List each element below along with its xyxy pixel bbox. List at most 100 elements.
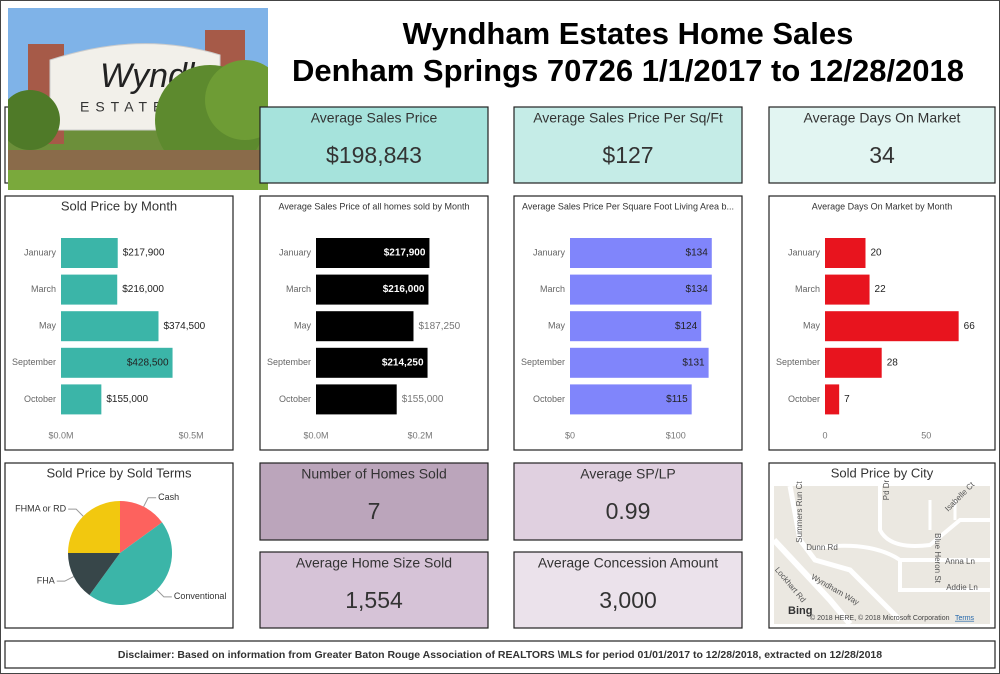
x-tick-label: $0.5M bbox=[179, 430, 204, 440]
data-label: $155,000 bbox=[106, 394, 148, 405]
bar bbox=[570, 384, 692, 415]
map-title: Sold Price by City bbox=[831, 465, 934, 480]
kpi-card bbox=[513, 106, 743, 184]
bar bbox=[316, 311, 414, 342]
kpi-label: Number of Homes Sold bbox=[301, 466, 447, 482]
y-tick-label: January bbox=[24, 247, 57, 257]
x-tick-label: $0.0M bbox=[48, 430, 73, 440]
map-terms: Terms bbox=[955, 615, 975, 622]
leader-line bbox=[68, 508, 84, 517]
data-label: 22 bbox=[875, 284, 887, 295]
pie-slice bbox=[68, 501, 120, 553]
x-tick-label: $0.2M bbox=[408, 430, 433, 440]
bar bbox=[316, 347, 428, 378]
map-attribution: © 2018 HERE, © 2018 Microsoft Corporatio… bbox=[810, 614, 950, 622]
kpi-card bbox=[259, 462, 489, 541]
leader-line bbox=[143, 497, 157, 507]
kpi-card bbox=[513, 462, 743, 541]
data-label: $428,500 bbox=[127, 357, 169, 368]
kpi-value: $127 bbox=[602, 142, 653, 168]
y-tick-label: January bbox=[279, 247, 312, 257]
x-tick-label: $100 bbox=[666, 430, 686, 440]
y-tick-label: March bbox=[795, 284, 820, 294]
bar bbox=[570, 274, 712, 305]
y-tick-label: May bbox=[548, 321, 566, 331]
data-label: 28 bbox=[887, 357, 899, 368]
kpi-value: 1,554 bbox=[345, 587, 403, 613]
kpi-card bbox=[768, 106, 996, 184]
disclaimer: Disclaimer: Based on information from Gr… bbox=[118, 649, 882, 661]
kpi-label: Average Sales Price bbox=[311, 110, 438, 126]
bar bbox=[61, 274, 118, 305]
pie-slice bbox=[89, 522, 172, 605]
kpi-value: 34 bbox=[869, 142, 895, 168]
sign-subtext: ESTATES bbox=[80, 99, 184, 115]
y-tick-label: January bbox=[788, 247, 821, 257]
kpi-label: Average SP/LP bbox=[580, 466, 675, 482]
x-tick-label: 50 bbox=[921, 430, 931, 440]
data-label: $134 bbox=[686, 248, 709, 259]
data-label: $374,500 bbox=[163, 321, 205, 332]
bar bbox=[316, 274, 429, 305]
bar bbox=[825, 384, 840, 415]
y-tick-label: October bbox=[533, 394, 565, 404]
data-label: 66 bbox=[964, 321, 976, 332]
bar bbox=[61, 384, 102, 415]
photo: Wyndham ESTATES bbox=[8, 8, 268, 190]
title-line-1: Wyndham Estates Home Sales bbox=[403, 16, 854, 51]
map-label: Pd Dr bbox=[882, 479, 891, 500]
legend-label: Cash bbox=[158, 492, 179, 502]
data-label: 20 bbox=[871, 248, 883, 259]
data-label: $214,250 bbox=[382, 357, 424, 368]
map-label: Summers Run Ct bbox=[795, 481, 804, 543]
kpi-label: Average Concession Amount bbox=[538, 555, 718, 571]
kpi-card bbox=[259, 106, 489, 184]
map-label: Blue Heron St bbox=[933, 533, 942, 584]
bar bbox=[825, 311, 959, 342]
data-label: $124 bbox=[675, 321, 698, 332]
bar bbox=[570, 238, 712, 268]
bar bbox=[316, 384, 397, 415]
pie-slice bbox=[68, 553, 120, 596]
y-tick-label: March bbox=[540, 284, 565, 294]
title-line-2: Denham Springs 70726 1/1/2017 to 12/28/2… bbox=[292, 53, 964, 88]
y-tick-label: September bbox=[521, 357, 565, 367]
map-label: Dunn Rd bbox=[806, 543, 838, 552]
bar bbox=[61, 311, 159, 342]
y-tick-label: September bbox=[12, 357, 56, 367]
data-label: $131 bbox=[682, 357, 705, 368]
data-label: 7 bbox=[844, 394, 850, 405]
map-label: Addie Ln bbox=[946, 583, 978, 592]
bar bbox=[61, 238, 118, 268]
map-panel bbox=[768, 462, 996, 629]
data-label: $217,900 bbox=[384, 248, 426, 259]
bar bbox=[570, 347, 709, 378]
x-tick-label: 0 bbox=[822, 430, 827, 440]
y-tick-label: March bbox=[31, 284, 56, 294]
disclaimer-box bbox=[4, 640, 996, 669]
chart-title: Average Sales Price Per Square Foot Livi… bbox=[522, 201, 734, 211]
y-tick-label: March bbox=[286, 284, 311, 294]
leader-line bbox=[56, 576, 74, 582]
y-tick-label: January bbox=[533, 247, 566, 257]
chart-title: Sold Price by Sold Terms bbox=[47, 465, 192, 480]
kpi-card bbox=[513, 551, 743, 629]
x-tick-label: $0.0M bbox=[303, 430, 328, 440]
kpi-label: Average Days On Market bbox=[804, 110, 961, 126]
kpi-card bbox=[259, 551, 489, 629]
kpi-label: Average Sales Price Per Sq/Ft bbox=[533, 110, 723, 126]
y-tick-label: September bbox=[776, 357, 820, 367]
kpi-value: $198,843 bbox=[326, 142, 422, 168]
kpi-label: Average Home Size Sold bbox=[296, 555, 452, 571]
y-tick-label: October bbox=[24, 394, 56, 404]
map-logo: Bing bbox=[788, 605, 812, 617]
y-tick-label: May bbox=[803, 321, 821, 331]
bar bbox=[570, 311, 702, 342]
y-tick-label: October bbox=[788, 394, 820, 404]
kpi-value: 3,000 bbox=[599, 587, 657, 613]
data-label: $155,000 bbox=[402, 394, 444, 405]
data-label: $216,000 bbox=[122, 284, 164, 295]
y-tick-label: October bbox=[279, 394, 311, 404]
legend-label: FHMA or RD bbox=[15, 504, 67, 514]
